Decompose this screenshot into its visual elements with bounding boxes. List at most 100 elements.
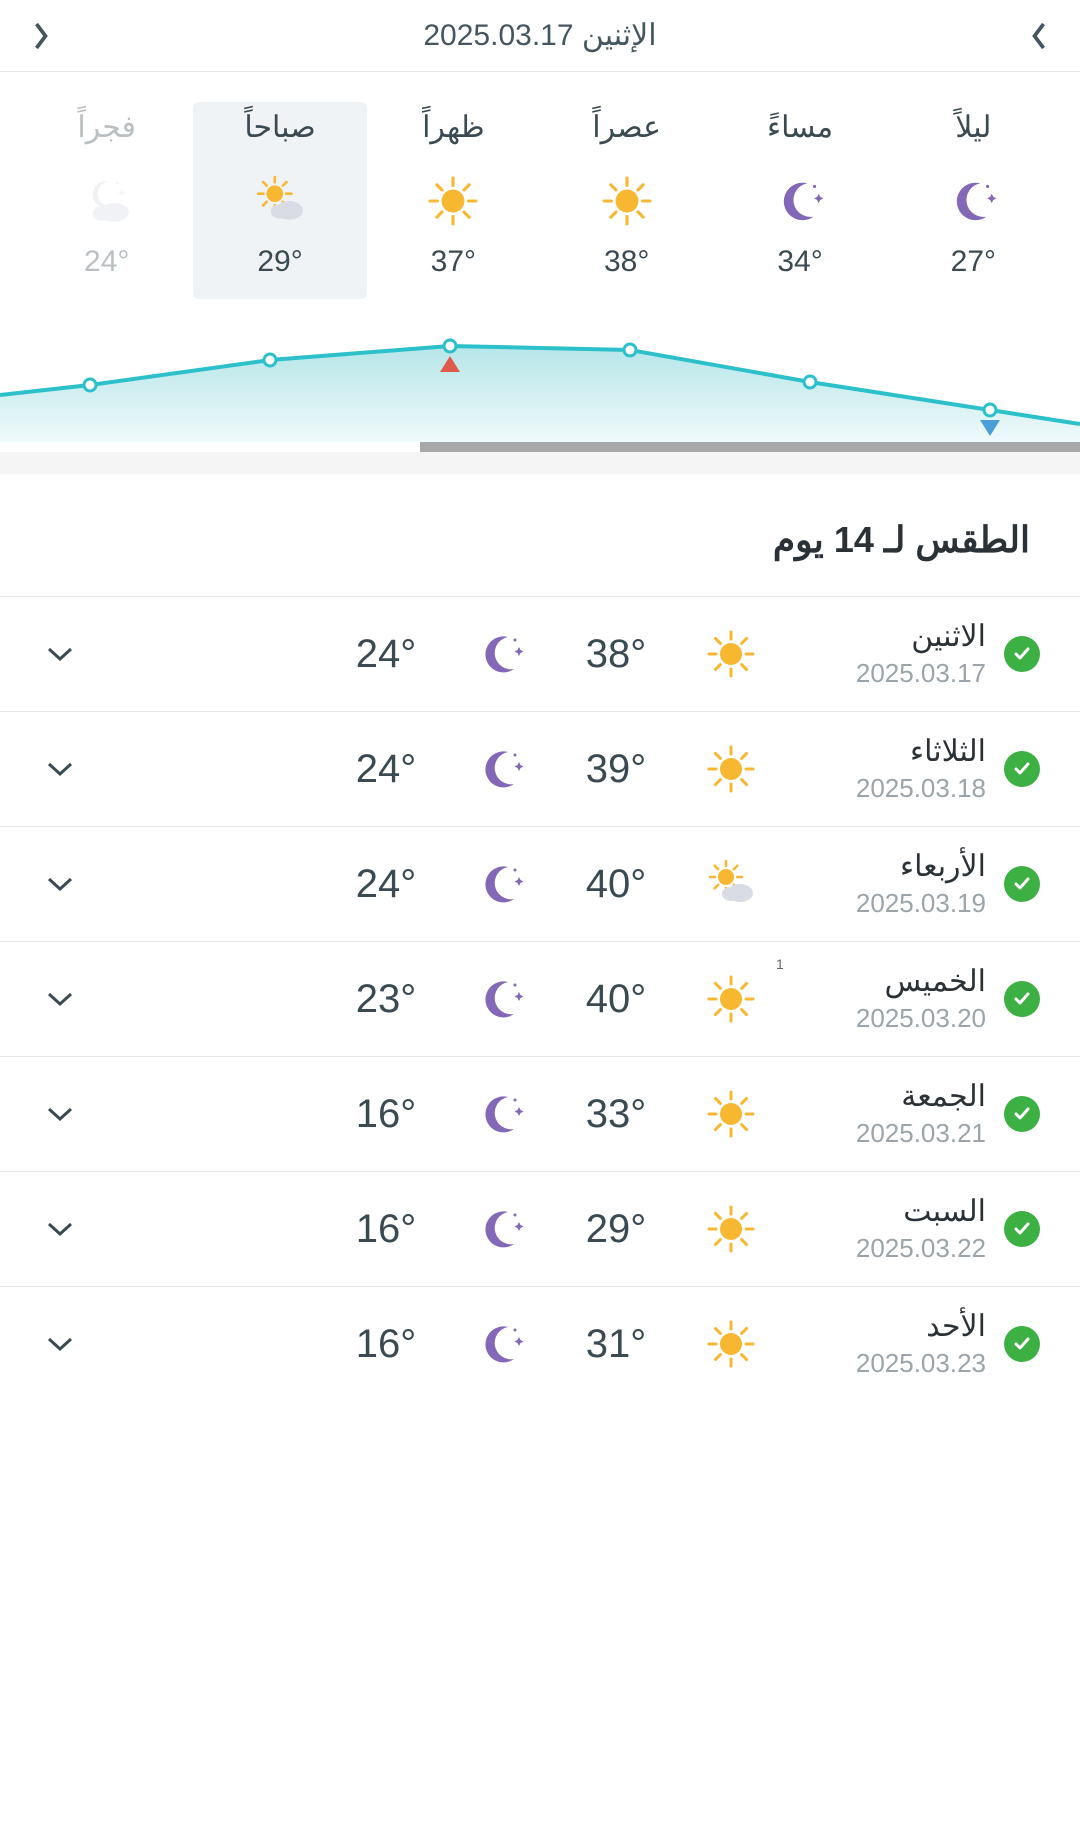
weather-icon xyxy=(601,171,653,231)
checkmark-icon xyxy=(1004,866,1040,902)
day-weather-icon xyxy=(676,1089,786,1139)
low-temperature: 24° xyxy=(326,862,446,907)
day-weather-icon xyxy=(676,1204,786,1254)
checkmark-icon xyxy=(1004,751,1040,787)
hour-temperature: 24° xyxy=(84,245,129,279)
hour-temperature: 29° xyxy=(257,245,302,279)
hour-column[interactable]: ظهراً 37° xyxy=(367,102,540,299)
day-weather-icon xyxy=(676,629,786,679)
hourly-scrollbar[interactable] xyxy=(0,442,1080,452)
day-date: 2025.03.22 xyxy=(786,1233,986,1264)
day-date: 2025.03.19 xyxy=(786,888,986,919)
expand-chevron-icon[interactable] xyxy=(40,1105,80,1123)
low-temperature: 23° xyxy=(326,977,446,1022)
hour-column[interactable]: فجراً 24° xyxy=(20,102,193,299)
day-date: 2025.03.20 xyxy=(786,1003,986,1034)
hour-column[interactable]: صباحاً 29° xyxy=(193,102,366,299)
checkmark-icon xyxy=(1004,1096,1040,1132)
day-info: السبت 2025.03.22 xyxy=(786,1194,986,1264)
hour-temperature: 27° xyxy=(951,245,996,279)
low-temperature: 24° xyxy=(326,632,446,677)
hour-temperature: 34° xyxy=(777,245,822,279)
scrollbar-thumb[interactable] xyxy=(420,442,1080,452)
weather-icon xyxy=(947,171,999,231)
night-weather-icon xyxy=(446,974,556,1024)
forecast-row[interactable]: 24° 38° الاثنين 2025.03.17 xyxy=(0,596,1080,711)
hour-label: ليلاً xyxy=(955,110,991,145)
forecast-list: 24° 38° الاثنين 2025.03.17 24° 39° الثلا… xyxy=(0,596,1080,1401)
night-weather-icon xyxy=(446,1319,556,1369)
hour-label: فجراً xyxy=(77,110,136,145)
day-info: الأحد 2025.03.23 xyxy=(786,1309,986,1379)
day-name: السبت xyxy=(786,1194,986,1229)
forecast-row[interactable]: 24° 39° الثلاثاء 2025.03.18 xyxy=(0,711,1080,826)
night-weather-icon xyxy=(446,859,556,909)
hour-temperature: 37° xyxy=(431,245,476,279)
day-name: الأربعاء xyxy=(786,849,986,884)
expand-chevron-icon[interactable] xyxy=(40,1220,80,1238)
low-temperature: 24° xyxy=(326,747,446,792)
day-weather-icon xyxy=(676,974,786,1024)
next-day-button[interactable] xyxy=(30,25,52,47)
forecast-title: الطقس لـ 14 يوم xyxy=(0,474,1080,596)
current-date-title: الإثنين 2025.03.17 xyxy=(52,18,1028,53)
hour-label: صباحاً xyxy=(244,110,315,145)
hour-label: مساءً xyxy=(767,110,833,145)
high-temperature: 40° xyxy=(556,862,676,907)
weather-icon xyxy=(427,171,479,231)
high-temperature: 38° xyxy=(556,632,676,677)
night-weather-icon xyxy=(446,1204,556,1254)
high-temperature: 29° xyxy=(556,1207,676,1252)
forecast-row[interactable]: 24° 40° الأربعاء 2025.03.19 xyxy=(0,826,1080,941)
expand-chevron-icon[interactable] xyxy=(40,645,80,663)
forecast-row[interactable]: 23° 40° 1 الخميس 2025.03.20 xyxy=(0,941,1080,1056)
day-info: الأربعاء 2025.03.19 xyxy=(786,849,986,919)
high-temperature: 31° xyxy=(556,1322,676,1367)
day-weather-icon xyxy=(676,744,786,794)
day-name: الجمعة xyxy=(786,1079,986,1114)
hour-label: ظهراً xyxy=(422,110,485,145)
expand-chevron-icon[interactable] xyxy=(40,875,80,893)
high-temperature: 40° xyxy=(556,977,676,1022)
hour-column[interactable]: عصراً 38° xyxy=(540,102,713,299)
forecast-row[interactable]: 16° 31° الأحد 2025.03.23 xyxy=(0,1286,1080,1401)
expand-chevron-icon[interactable] xyxy=(40,760,80,778)
expand-chevron-icon[interactable] xyxy=(40,990,80,1008)
day-date: 2025.03.21 xyxy=(786,1118,986,1149)
night-weather-icon xyxy=(446,629,556,679)
day-info: الجمعة 2025.03.21 xyxy=(786,1079,986,1149)
checkmark-icon xyxy=(1004,1326,1040,1362)
low-temperature: 16° xyxy=(326,1322,446,1367)
prev-day-button[interactable] xyxy=(1028,25,1050,47)
day-info: الاثنين 2025.03.17 xyxy=(786,619,986,689)
day-weather-icon xyxy=(676,859,786,909)
hour-label: عصراً xyxy=(592,110,661,145)
forecast-row[interactable]: 16° 33° الجمعة 2025.03.21 xyxy=(0,1056,1080,1171)
day-date: 2025.03.23 xyxy=(786,1348,986,1379)
checkmark-icon xyxy=(1004,1211,1040,1247)
hourly-section: فجراً 24° صباحاً 29° ظهراً 37° عصراً 38°… xyxy=(0,72,1080,452)
day-name: الأحد xyxy=(786,1309,986,1344)
day-superscript: 1 xyxy=(776,956,784,972)
checkmark-icon xyxy=(1004,981,1040,1017)
night-weather-icon xyxy=(446,744,556,794)
temperature-chart xyxy=(0,312,1080,442)
low-temperature: 16° xyxy=(326,1207,446,1252)
day-date: 2025.03.18 xyxy=(786,773,986,804)
day-info: الثلاثاء 2025.03.18 xyxy=(786,734,986,804)
date-header: الإثنين 2025.03.17 xyxy=(0,0,1080,72)
hour-temperature: 38° xyxy=(604,245,649,279)
hour-column[interactable]: مساءً 34° xyxy=(713,102,886,299)
day-name: الاثنين xyxy=(786,619,986,654)
high-temperature: 39° xyxy=(556,747,676,792)
day-weather-icon xyxy=(676,1319,786,1369)
weather-icon xyxy=(254,171,306,231)
day-name: الخميس xyxy=(786,964,986,999)
section-divider xyxy=(0,452,1080,474)
checkmark-icon xyxy=(1004,636,1040,672)
day-date: 2025.03.17 xyxy=(786,658,986,689)
day-name: الثلاثاء xyxy=(786,734,986,769)
expand-chevron-icon[interactable] xyxy=(40,1335,80,1353)
hour-column[interactable]: ليلاً 27° xyxy=(887,102,1060,299)
forecast-row[interactable]: 16° 29° السبت 2025.03.22 xyxy=(0,1171,1080,1286)
